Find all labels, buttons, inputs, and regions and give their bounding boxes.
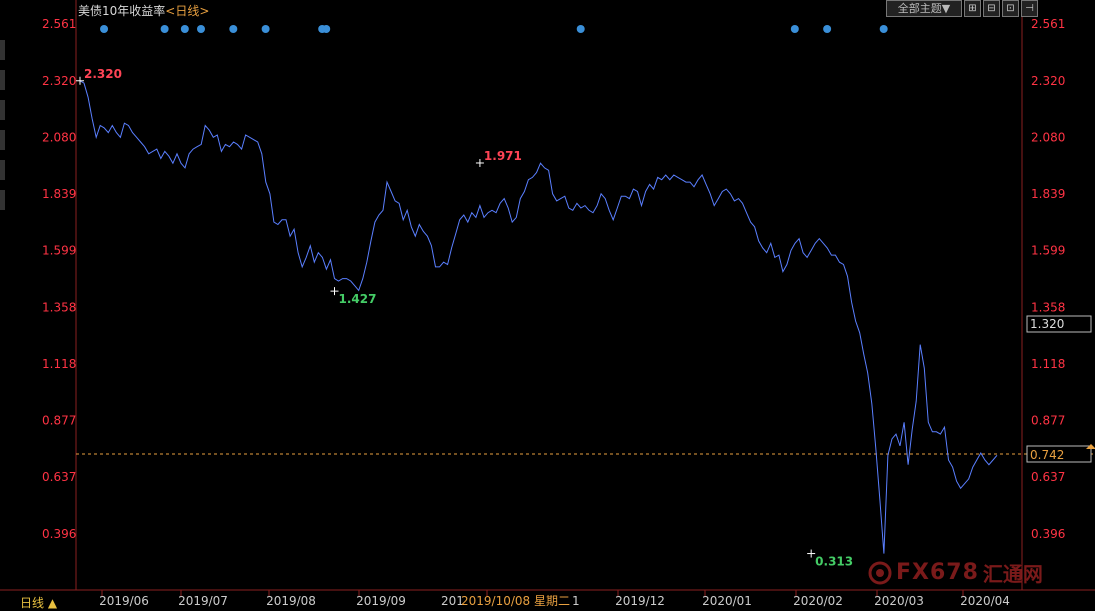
current-value-box xyxy=(1026,445,1092,463)
annotation-label-2: 1.427 xyxy=(338,292,376,306)
x-tick-label-6: 2020/01 xyxy=(702,594,752,608)
y-tick-right-3: 1.839 xyxy=(1031,187,1065,201)
y-tick-right-6: 1.118 xyxy=(1031,357,1065,371)
y-tick-right-5: 1.358 xyxy=(1031,300,1065,314)
watermark-cn: 汇通网 xyxy=(982,562,1043,586)
event-marker-7 xyxy=(322,25,331,33)
y-tick-right-4: 1.599 xyxy=(1031,244,1065,258)
y-tick-left-3: 1.839 xyxy=(42,187,76,201)
layout-button-2[interactable]: ⊟ xyxy=(983,0,1000,17)
left-edge-strip xyxy=(0,0,6,592)
y-tick-right-7: 0.877 xyxy=(1031,414,1065,428)
crosshair-value-label: 1.320 xyxy=(1030,317,1064,331)
event-marker-3 xyxy=(196,25,205,33)
annotation-label-1: 1.971 xyxy=(484,149,522,163)
event-marker-1 xyxy=(160,25,169,33)
scroll-up-icon xyxy=(1086,444,1095,449)
theme-dropdown[interactable]: 全部主题▼ xyxy=(886,0,962,17)
layout-button-4[interactable]: ⊣ xyxy=(1021,0,1038,17)
chart-title-text: 美债10年收益率 xyxy=(78,4,166,18)
period-selector[interactable]: 日线 ▲ xyxy=(20,596,58,610)
watermark-fx: FX678 xyxy=(896,560,979,585)
x-tick-label-5: 2019/12 xyxy=(615,594,665,608)
annotation-label-3: 0.313 xyxy=(815,555,853,569)
y-tick-right-2: 2.080 xyxy=(1031,130,1065,144)
period-label[interactable]: <日线> xyxy=(165,4,210,18)
y-tick-left-6: 1.118 xyxy=(42,357,76,371)
current-value-label: 0.742 xyxy=(1030,448,1064,462)
watermark: FX678 汇通网 xyxy=(868,558,1043,587)
layout-button-3[interactable]: ⊡ xyxy=(1002,0,1019,17)
x-tick-label-4-suffix: 1 xyxy=(572,594,580,608)
y-tick-left-2: 2.080 xyxy=(42,130,76,144)
x-tick-label-1: 2019/07 xyxy=(178,594,228,608)
x-tick-label-0: 2019/06 xyxy=(99,594,149,608)
x-tick-label-8: 2020/03 xyxy=(874,594,924,608)
fx678-logo-icon xyxy=(868,561,892,584)
chart-toolbar: 全部主题▼ ⊞ ⊟ ⊡ ⊣ xyxy=(886,0,1038,17)
y-tick-left-1: 2.320 xyxy=(42,74,76,88)
x-tick-label-4-prefix: 201 xyxy=(441,594,464,608)
x-tick-label-9: 2020/04 xyxy=(960,594,1010,608)
x-tick-label-7: 2020/02 xyxy=(793,594,843,608)
event-marker-9 xyxy=(790,25,799,33)
y-tick-left-9: 0.396 xyxy=(42,527,76,541)
event-marker-0 xyxy=(100,25,109,33)
layout-button-1[interactable]: ⊞ xyxy=(964,0,981,17)
crosshair-date-label: 2019/10/08 星期二 xyxy=(461,594,570,608)
y-tick-left-8: 0.637 xyxy=(42,470,76,484)
event-marker-8 xyxy=(576,25,585,33)
y-tick-left-7: 0.877 xyxy=(42,414,76,428)
event-marker-10 xyxy=(823,25,832,33)
event-marker-11 xyxy=(879,25,888,33)
x-tick-label-2: 2019/08 xyxy=(266,594,316,608)
crosshair-value-box xyxy=(1026,315,1092,333)
event-marker-5 xyxy=(261,25,270,33)
y-tick-left-4: 1.599 xyxy=(42,244,76,258)
y-tick-right-0: 2.561 xyxy=(1031,17,1065,31)
y-tick-right-8: 0.637 xyxy=(1031,470,1065,484)
y-tick-left-5: 1.358 xyxy=(42,300,76,314)
x-tick-label-3: 2019/09 xyxy=(356,594,406,608)
y-tick-left-0: 2.561 xyxy=(42,17,76,31)
event-marker-2 xyxy=(180,25,189,33)
event-marker-4 xyxy=(229,25,238,33)
series-line xyxy=(79,80,998,554)
y-tick-right-9: 0.396 xyxy=(1031,527,1065,541)
annotation-label-0: 2.320 xyxy=(84,67,122,81)
chart-title: 美债10年收益率<日线> xyxy=(78,2,209,19)
y-tick-right-1: 2.320 xyxy=(1031,74,1065,88)
